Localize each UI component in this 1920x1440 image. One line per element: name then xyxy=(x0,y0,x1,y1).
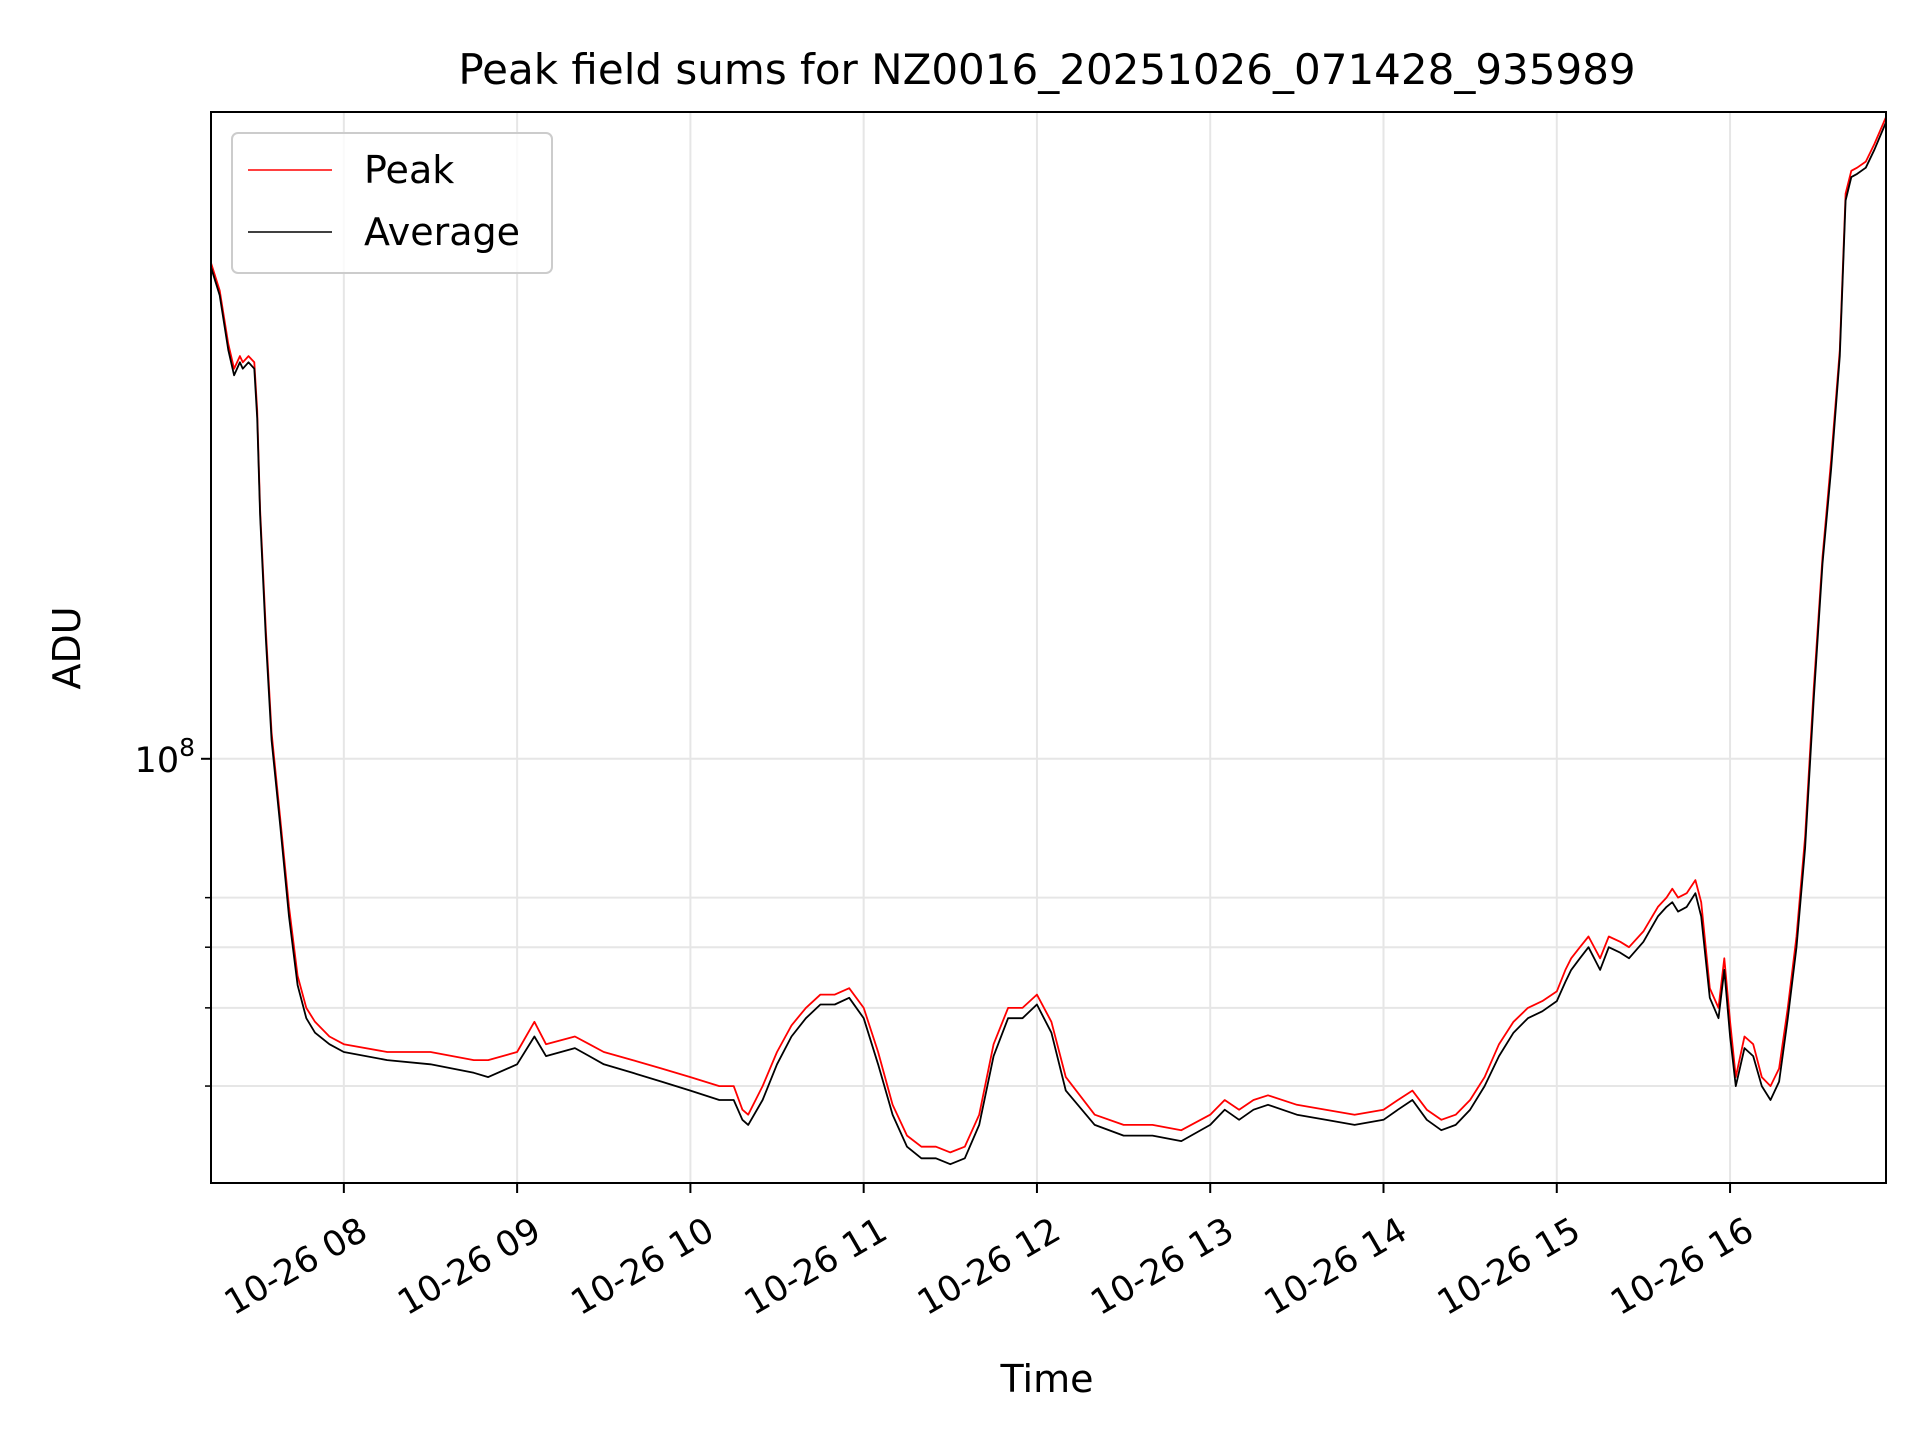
chart-title: Peak field sums for NZ0016_20251026_0714… xyxy=(458,45,1635,94)
y-axis: 108 xyxy=(135,733,211,1087)
plot-frame xyxy=(210,111,1887,1184)
legend-label-peak: Peak xyxy=(364,148,454,192)
series-peak-line xyxy=(211,116,1886,1154)
series-average-line xyxy=(211,121,1886,1166)
legend-box xyxy=(231,132,553,274)
legend-label-average: Average xyxy=(364,210,520,254)
series-layer xyxy=(211,116,1886,1166)
y-tick-label: 108 xyxy=(135,733,195,781)
legend: Peak Average xyxy=(231,132,553,274)
y-axis-label: ADU xyxy=(45,606,89,689)
x-axis-label: Time xyxy=(1000,1357,1094,1401)
grid xyxy=(211,112,1886,1183)
